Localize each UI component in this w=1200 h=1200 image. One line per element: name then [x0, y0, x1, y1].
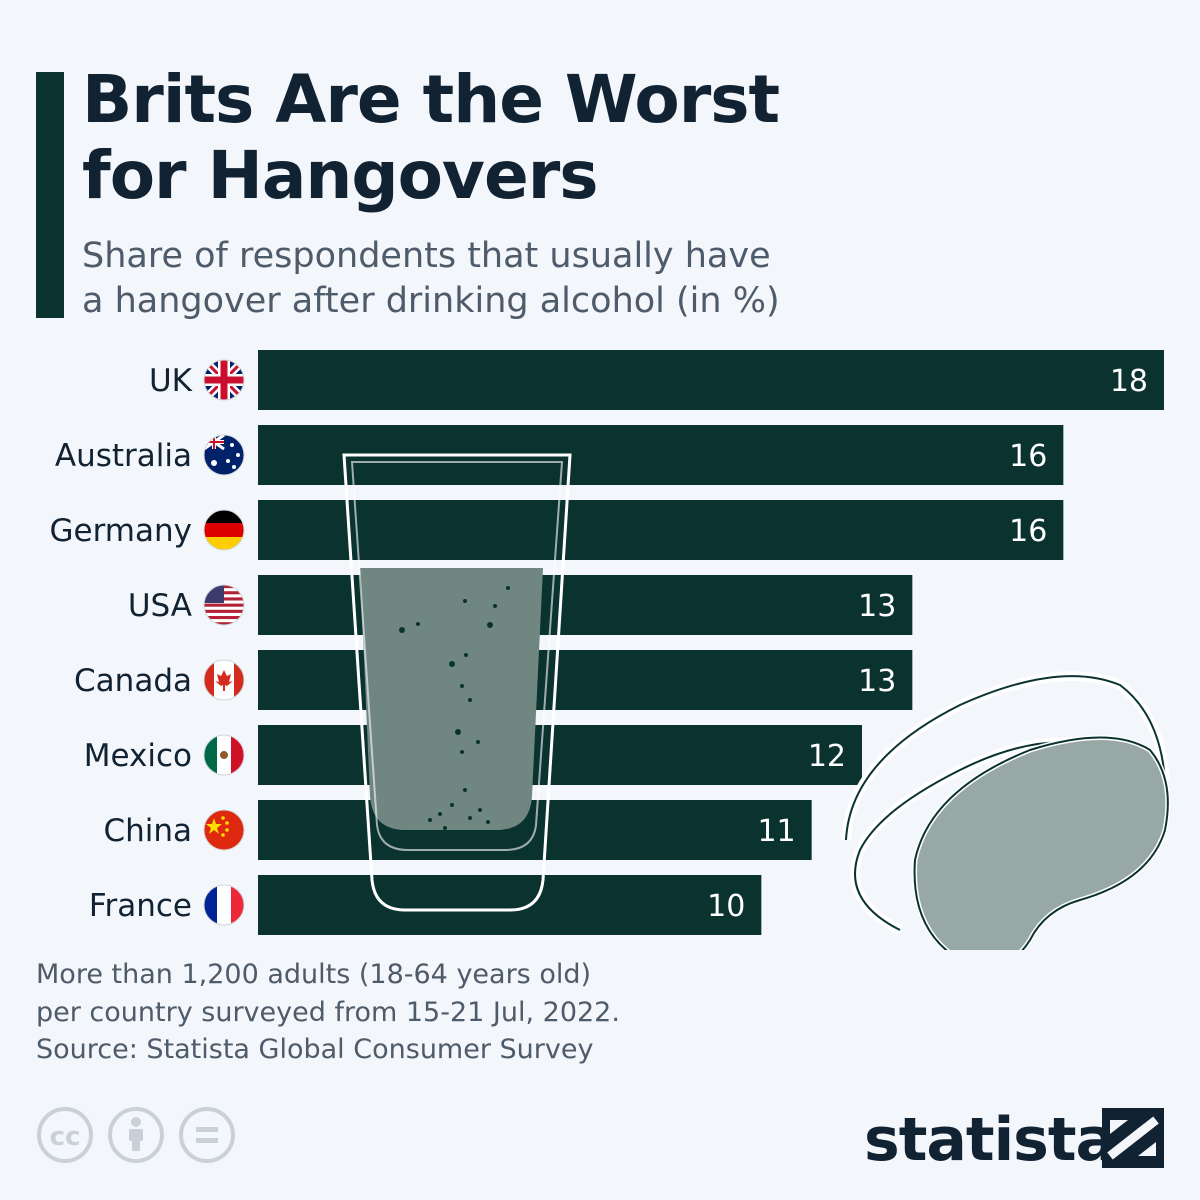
value-label-china: 11	[757, 814, 795, 849]
category-label-china: China	[103, 813, 192, 849]
flag-australia-icon	[203, 434, 245, 476]
subtitle-line-2: a hangover after drinking alcohol (in %)	[82, 281, 780, 321]
survey-note: More than 1,200 adults (18-64 years old)…	[36, 956, 620, 1032]
attribution-icon[interactable]	[108, 1107, 164, 1163]
category-label-canada: Canada	[74, 663, 192, 699]
title-line-1: Brits Are the Worst	[82, 61, 780, 138]
title-line-2: for Hangovers	[82, 137, 599, 214]
value-label-uk: 18	[1110, 364, 1148, 399]
flag-germany-icon	[203, 509, 245, 551]
flag-usa-icon	[203, 584, 245, 626]
category-label-mexico: Mexico	[84, 738, 192, 774]
value-label-mexico: 12	[808, 739, 846, 774]
logo-text: statista	[864, 1105, 1115, 1172]
flag-france-icon	[203, 884, 245, 926]
value-label-canada: 13	[858, 664, 896, 699]
title-accent-bar	[36, 72, 64, 318]
value-label-france: 10	[707, 889, 745, 924]
flag-mexico-icon	[203, 734, 245, 776]
flag-canada-icon	[203, 659, 245, 701]
statista-logo[interactable]: statista	[864, 1102, 1164, 1172]
bar-france	[258, 875, 762, 935]
flag-uk-icon	[203, 359, 245, 401]
bar-uk	[258, 350, 1164, 410]
decoration-layer	[342, 453, 1171, 950]
license-icons: cc	[37, 1107, 235, 1163]
no-derivatives-icon[interactable]	[179, 1107, 235, 1163]
sleep-mask-illustration-icon	[841, 671, 1171, 950]
bar-germany	[258, 500, 1064, 560]
svg-text:cc: cc	[50, 1122, 81, 1152]
note-line-1: More than 1,200 adults (18-64 years old)	[36, 959, 592, 990]
source-text: Source: Statista Global Consumer Survey	[36, 1034, 594, 1065]
note-line-2: per country surveyed from 15-21 Jul, 202…	[36, 997, 620, 1028]
glass-illustration-icon	[342, 453, 572, 912]
value-label-australia: 16	[1009, 439, 1047, 474]
category-label-germany: Germany	[50, 513, 192, 549]
category-label-france: France	[89, 888, 192, 924]
category-label-usa: USA	[128, 588, 192, 624]
subtitle-line-1: Share of respondents that usually have	[82, 236, 771, 276]
value-label-germany: 16	[1009, 514, 1047, 549]
chart-subtitle: Share of respondents that usually have a…	[82, 234, 780, 324]
bar-mexico	[258, 725, 862, 785]
cc-icon[interactable]: cc	[37, 1107, 93, 1163]
category-label-australia: Australia	[55, 438, 192, 474]
flag-china-icon	[203, 809, 245, 851]
chart-title: Brits Are the Worst for Hangovers	[82, 61, 780, 214]
value-label-usa: 13	[858, 589, 896, 624]
category-label-uk: UK	[149, 363, 193, 399]
labels-layer: 18 UK 16 Australia 16 Germany 13 USA 13 Canada 12 M…	[50, 359, 1148, 926]
statista-logo-icon	[1102, 1108, 1164, 1168]
bar-chart: 18 UK 16 Australia 16 Germany 13 USA 13 Canada 12 M…	[50, 350, 1171, 950]
